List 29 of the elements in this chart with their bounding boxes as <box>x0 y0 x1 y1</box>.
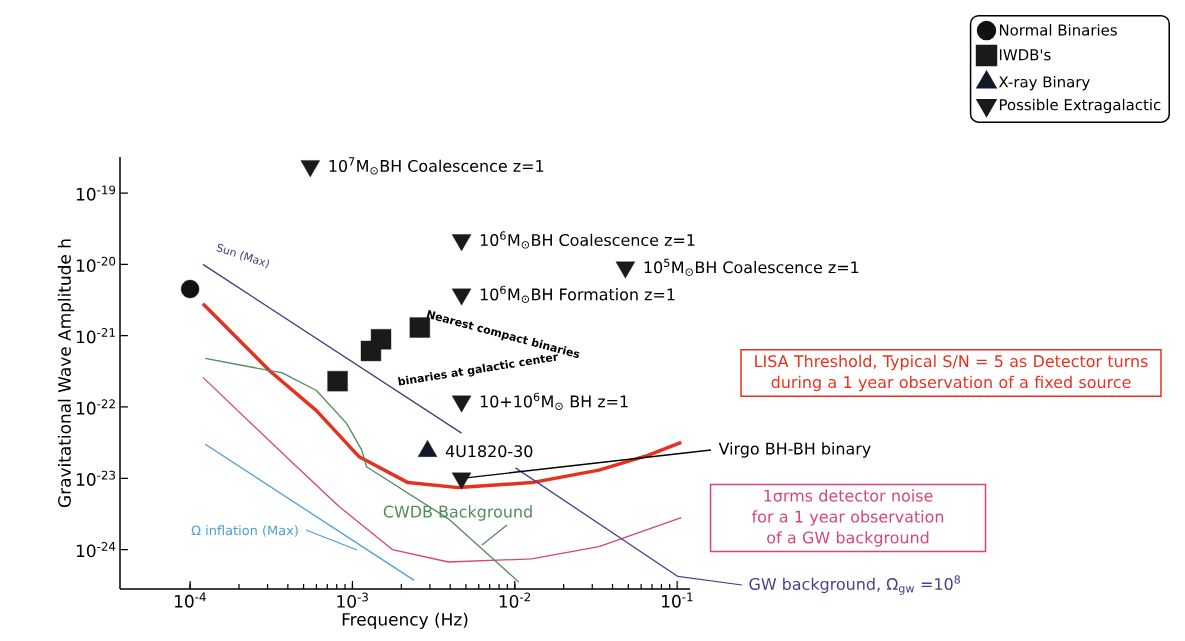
annotation: 10$^{6}$M$_{⊙}$BH Coalescence z=1 <box>480 231 695 249</box>
text: Sun (Max) <box>216 243 269 269</box>
legend-label: GW background, Ω$_{gw}$ =10$^{8}$ <box>749 575 961 595</box>
legend-label: IWDB's <box>999 49 1051 61</box>
x-tick-label: 10$^{-4}$ <box>175 592 206 608</box>
series-label: CWDB Background <box>383 505 532 521</box>
annotation: 10$^{6}$M$_{⊙}$BH Formation z=1 <box>480 285 675 303</box>
x-axis-title: Frequency (Hz) <box>342 612 468 630</box>
x-tick-label: 10$^{-3}$ <box>337 592 368 608</box>
text: 1σrms detector noise for a 1 year observation of a GW background <box>751 489 944 547</box>
annotation: 4U1820-30 <box>445 445 533 458</box>
legend-label: X-ray Binary <box>998 75 1090 91</box>
x-tick-label: 10$^{-1}$ <box>662 592 693 608</box>
y-tick-label: 10$^{-24}$ <box>76 541 116 558</box>
y-tick-label: 10$^{-20}$ <box>76 256 116 272</box>
annotation: 10$^{5}$M$_{⊙}$BH Coalescence z=1 <box>644 258 859 276</box>
annotation: Virgo BH-BH binary <box>718 442 871 458</box>
y-axis-title: Gravitational Wave Amplitude h <box>57 239 75 508</box>
annotation: 10+10$^{6}$M$_{⊙}$ BH z=1 <box>480 392 628 410</box>
y-tick-label: 10$^{-21}$ <box>76 328 115 344</box>
legend-label: Normal Binaries <box>999 24 1117 36</box>
series-label: Ω inflation (Max) <box>191 525 298 537</box>
x-tick-label: 10$^{-2}$ <box>499 592 531 608</box>
annotation: 10$^{7}$M$_{⊙}$BH Coalescence z=1 <box>329 157 544 175</box>
legend-label: Possible Extragalactic <box>999 98 1161 114</box>
text: LISA Threshold, Typical S/N = 5 as Detector turns during a 1 year observation of a fixed source <box>755 354 1148 392</box>
y-tick-label: 10$^{-23}$ <box>76 470 116 486</box>
y-tick-label: 10$^{-19}$ <box>76 185 116 201</box>
y-tick-label: 10$^{-22}$ <box>76 399 115 415</box>
